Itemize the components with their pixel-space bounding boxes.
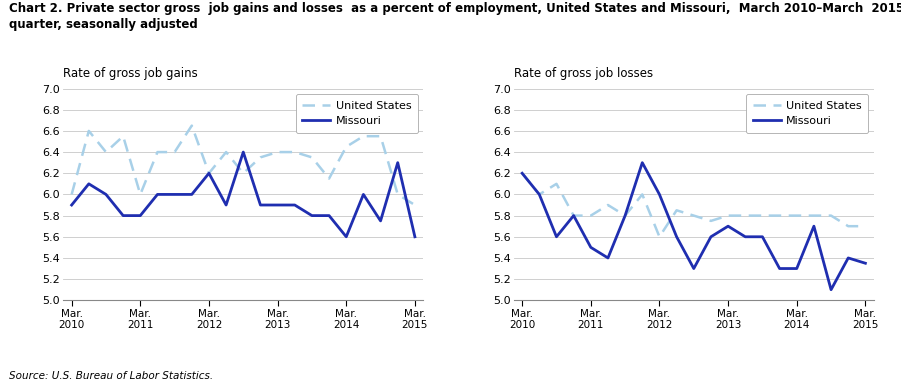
Legend: United States, Missouri: United States, Missouri: [296, 94, 418, 133]
Text: Chart 2. Private sector gross  job gains and losses  as a percent of employment,: Chart 2. Private sector gross job gains …: [9, 2, 901, 31]
Text: Source: U.S. Bureau of Labor Statistics.: Source: U.S. Bureau of Labor Statistics.: [9, 371, 214, 381]
Text: Rate of gross job losses: Rate of gross job losses: [514, 67, 652, 80]
Legend: United States, Missouri: United States, Missouri: [746, 94, 869, 133]
Text: Rate of gross job gains: Rate of gross job gains: [63, 67, 198, 80]
